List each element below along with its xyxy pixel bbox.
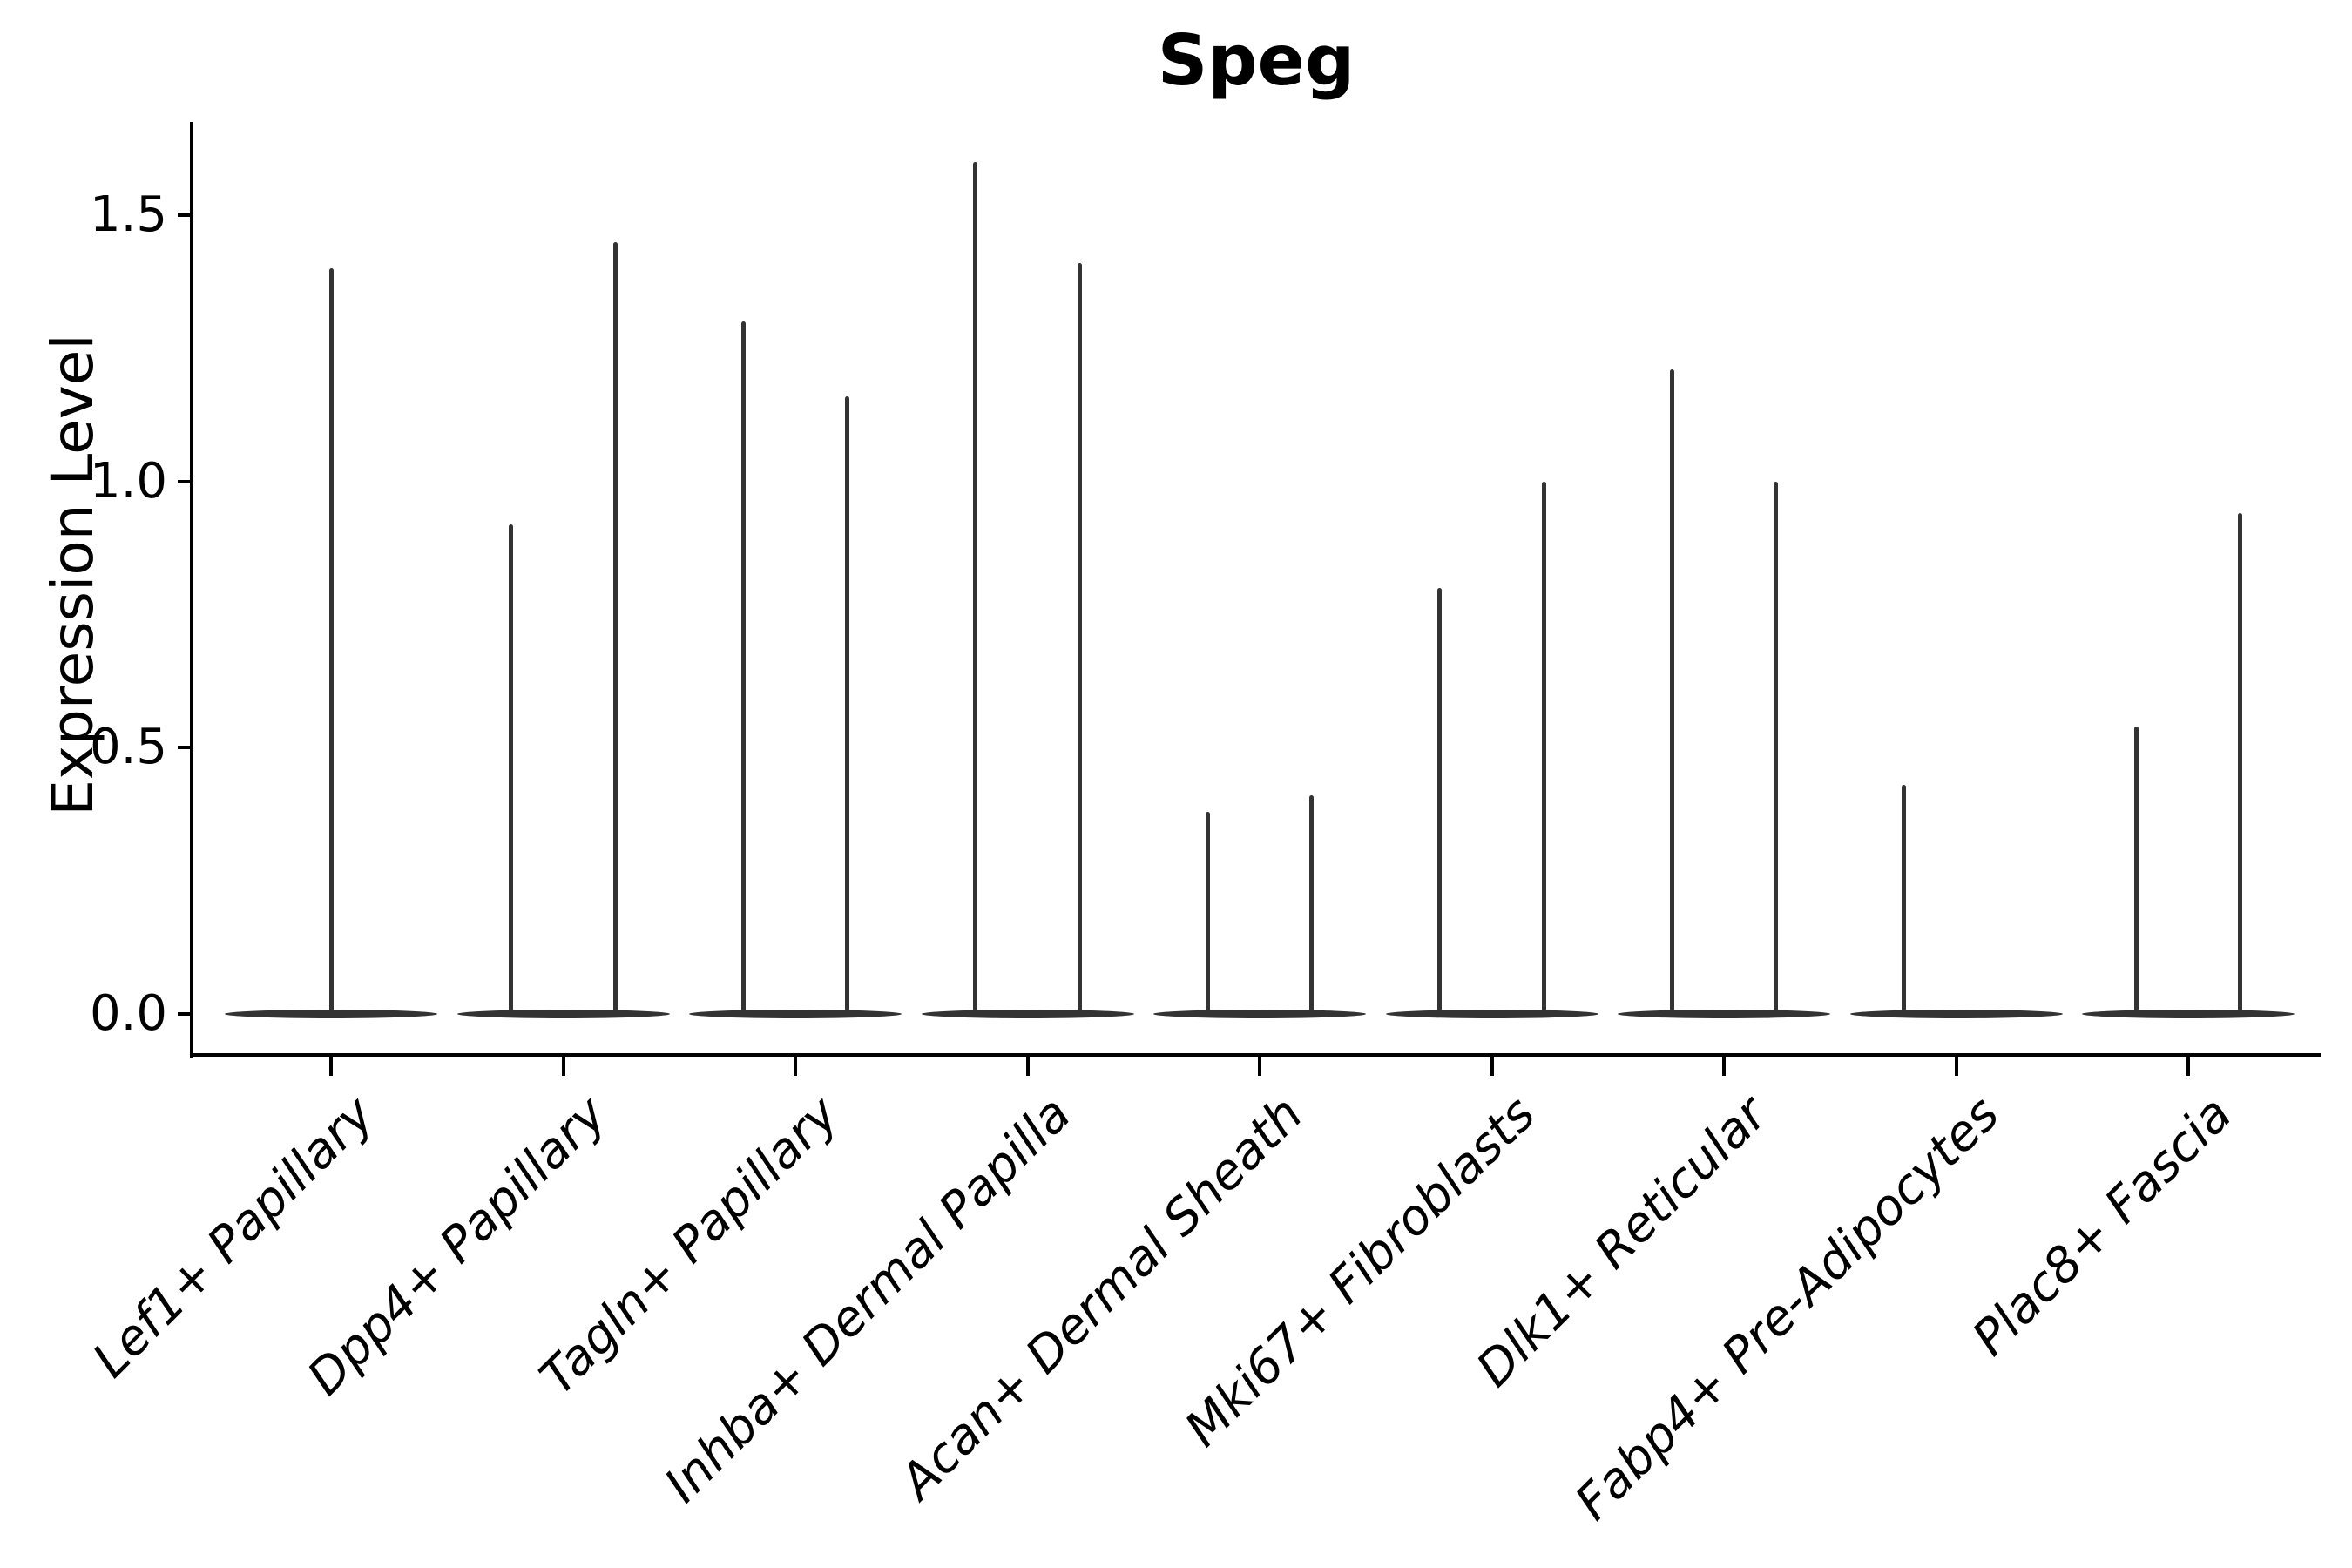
violin-spike: [1669, 369, 1674, 1017]
violin-spike: [328, 268, 334, 1017]
violin-spike: [1902, 785, 1907, 1017]
violin-spike: [1077, 263, 1082, 1017]
x-tick: [794, 1057, 797, 1076]
x-tick: [329, 1057, 333, 1076]
x-tick-label: Fabp4+ Pre-Adipocytes: [1565, 1085, 2011, 1531]
violin-spike: [2133, 726, 2139, 1017]
y-tick-label: 1.0: [89, 452, 167, 510]
x-tick: [1258, 1057, 1261, 1076]
violin-spike: [509, 524, 514, 1017]
violin-base: [2082, 1010, 2295, 1019]
violin-spike: [2238, 513, 2243, 1017]
x-tick: [1025, 1057, 1030, 1076]
violin-spike: [740, 321, 746, 1017]
violin-base: [1153, 1010, 1366, 1019]
x-tick-label: Plac8+ Fascia: [1961, 1085, 2243, 1368]
violin-spike: [612, 241, 618, 1017]
y-tick: [178, 479, 193, 483]
x-axis-spine: [190, 1053, 2321, 1057]
y-tick-label: 0.0: [89, 985, 167, 1043]
violin-base: [1618, 1010, 1830, 1019]
y-tick: [178, 1012, 193, 1017]
chart-title: Speg: [1157, 20, 1355, 101]
x-tick: [561, 1057, 565, 1076]
x-tick-label: Inhba+ Dermal Papilla: [653, 1085, 1082, 1514]
x-tick: [2186, 1057, 2190, 1076]
violin-spike: [1774, 481, 1779, 1017]
violin-spike: [1309, 795, 1315, 1017]
violin-spike: [1541, 481, 1546, 1017]
violin-spike: [845, 395, 850, 1017]
y-tick: [178, 746, 193, 750]
violin-base: [689, 1010, 902, 1019]
violin-spike: [1205, 811, 1210, 1017]
violin-base: [921, 1010, 1134, 1019]
y-tick-label: 1.5: [89, 186, 167, 243]
violin-spike: [973, 161, 978, 1017]
x-tick: [1722, 1057, 1726, 1076]
x-tick: [1954, 1057, 1958, 1076]
violin-base: [1849, 1010, 2063, 1019]
violin-base: [1385, 1010, 1598, 1019]
x-tick: [1490, 1057, 1494, 1076]
y-tick-label: 0.5: [89, 719, 167, 776]
violin-spike: [1437, 587, 1443, 1017]
y-tick: [178, 213, 193, 217]
y-axis-spine: [190, 122, 193, 1058]
x-tick-label: Acan+ Dermal Sheath: [889, 1085, 1315, 1511]
violin-base: [456, 1010, 670, 1019]
